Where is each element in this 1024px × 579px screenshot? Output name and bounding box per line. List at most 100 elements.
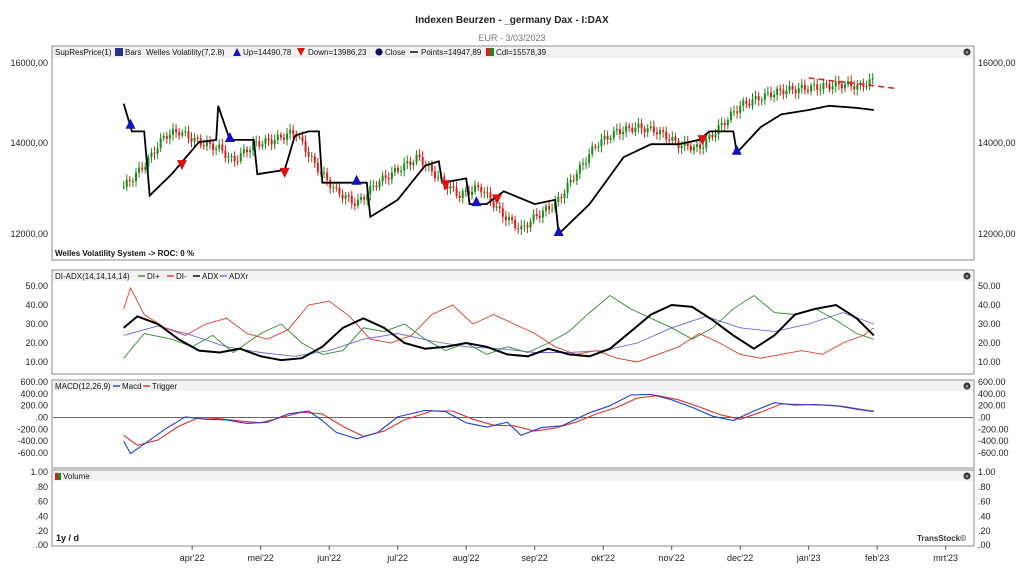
period-label[interactable]: 1y / d <box>56 533 79 543</box>
price-bar-body <box>628 125 631 128</box>
price-bar-body <box>403 163 406 171</box>
down-signal-marker <box>176 160 187 171</box>
legend-adxr: ADXr <box>229 272 248 281</box>
price-bar-body <box>689 145 692 151</box>
price-bar-body <box>581 163 584 165</box>
x-tick-label: apr'22 <box>180 553 205 563</box>
price-bar-body <box>572 179 575 181</box>
price-bar-body <box>356 199 359 206</box>
price-bar-body <box>477 185 480 188</box>
price-lines <box>122 77 898 236</box>
chart-title: Indexen Beurzen - _germany Dax - I:DAX <box>415 15 609 26</box>
price-bar-body <box>273 140 276 145</box>
price-bar-body <box>600 139 603 147</box>
price-bar-body <box>810 85 813 92</box>
price-bar-body <box>381 175 384 182</box>
trigger-line <box>123 395 874 446</box>
price-bar-body <box>643 128 646 133</box>
price-bar-body <box>282 137 285 140</box>
down-triangle-icon <box>297 48 305 56</box>
legend-di-minus: DI- <box>176 272 187 281</box>
price-bar-body <box>455 187 458 196</box>
price-panel <box>51 45 975 261</box>
price-bar-body <box>335 187 338 189</box>
price-bar-body <box>588 154 591 164</box>
macd-yticks: 600.00 600.00 400.00 400.00 200.00 200.00 .00.… <box>17 377 1008 458</box>
price-bar-body <box>757 95 760 101</box>
price-bar-body <box>782 89 785 95</box>
adx-close-button[interactable]: × <box>963 272 971 281</box>
price-close-button[interactable]: × <box>963 48 971 57</box>
legend-di-plus: DI+ <box>147 272 160 281</box>
price-bar-body <box>187 131 190 139</box>
macd-ytick-left: 200.00 <box>20 401 48 411</box>
price-bar-body <box>634 127 637 132</box>
adx-ytick-right: 30.00 <box>978 319 1001 329</box>
price-bar-body <box>612 130 615 139</box>
price-bar-body <box>390 172 393 180</box>
price-bar-body <box>144 167 147 170</box>
price-bar-body <box>236 161 239 163</box>
macd-ytick-right: -400.00 <box>978 436 1009 446</box>
price-bar-body <box>125 179 128 187</box>
price-bar-body <box>822 83 825 90</box>
price-bar-body <box>489 192 492 202</box>
price-bar-body <box>742 100 745 106</box>
price-bar-body <box>825 83 828 85</box>
price-bar-body <box>739 105 742 113</box>
price-bar-body <box>803 84 806 90</box>
volume-ytick-left: .20 <box>35 526 48 536</box>
price-bar-body <box>286 133 289 140</box>
price-bar-body <box>480 187 483 193</box>
price-bar-body <box>181 132 184 136</box>
price-bar-body <box>868 79 871 87</box>
price-bar-body <box>264 138 267 145</box>
x-axis-ticks: apr'22 mei'22 jun'22 jul'22 aug'22 sep'22 okt'… <box>180 546 958 563</box>
price-bar-body <box>147 156 150 168</box>
macd-ytick-right: -200.00 <box>978 424 1009 434</box>
adx-legend-strip <box>53 271 973 281</box>
price-bar-body <box>837 81 840 85</box>
legend-points: Points=14947,89 <box>421 48 482 57</box>
price-bar-body <box>193 137 196 142</box>
price-bar-body <box>316 162 319 173</box>
price-bar-body <box>745 100 748 104</box>
svg-text:×: × <box>965 274 969 280</box>
price-bar-body <box>865 86 868 88</box>
price-bar-body <box>418 154 421 158</box>
price-legend-strip <box>53 47 973 58</box>
price-ytick-left: 12000,00 <box>10 229 48 239</box>
price-bar-body <box>434 171 437 179</box>
price-bar-body <box>384 175 387 178</box>
price-bar-body <box>840 84 843 89</box>
price-bar-body <box>535 214 538 216</box>
macd-close-button[interactable]: × <box>963 382 971 391</box>
welles-note: Welles Volatility System -> ROC: 0 % <box>55 249 194 258</box>
x-tick-label: mrt'23 <box>933 553 958 563</box>
price-bar-body <box>686 141 689 146</box>
price-bar-body <box>292 129 295 134</box>
adx-ytick-left: 20.00 <box>25 338 48 348</box>
price-bar-body <box>705 139 708 148</box>
price-bar-body <box>517 228 520 230</box>
di-minus-line <box>123 286 875 363</box>
price-bar-body <box>507 217 510 221</box>
price-bar-body <box>338 187 341 195</box>
down-signal-marker <box>492 194 502 205</box>
price-bar-body <box>122 186 125 188</box>
price-bar-body <box>649 126 652 129</box>
price-bar-body <box>702 147 705 149</box>
price-bar-body <box>511 217 514 220</box>
price-bar-body <box>347 195 350 197</box>
legend-macd: Macd <box>122 382 142 391</box>
price-bar-body <box>603 135 606 140</box>
macd-ytick-right: .00 <box>978 413 991 423</box>
macd-line <box>123 393 874 455</box>
price-bar-body <box>520 225 523 230</box>
price-bar-body <box>606 135 609 140</box>
price-bar-body <box>178 132 181 136</box>
price-bar-body <box>773 95 776 98</box>
svg-text:×: × <box>965 474 969 480</box>
volume-close-button[interactable]: × <box>963 472 971 481</box>
price-bar-body <box>760 99 763 101</box>
